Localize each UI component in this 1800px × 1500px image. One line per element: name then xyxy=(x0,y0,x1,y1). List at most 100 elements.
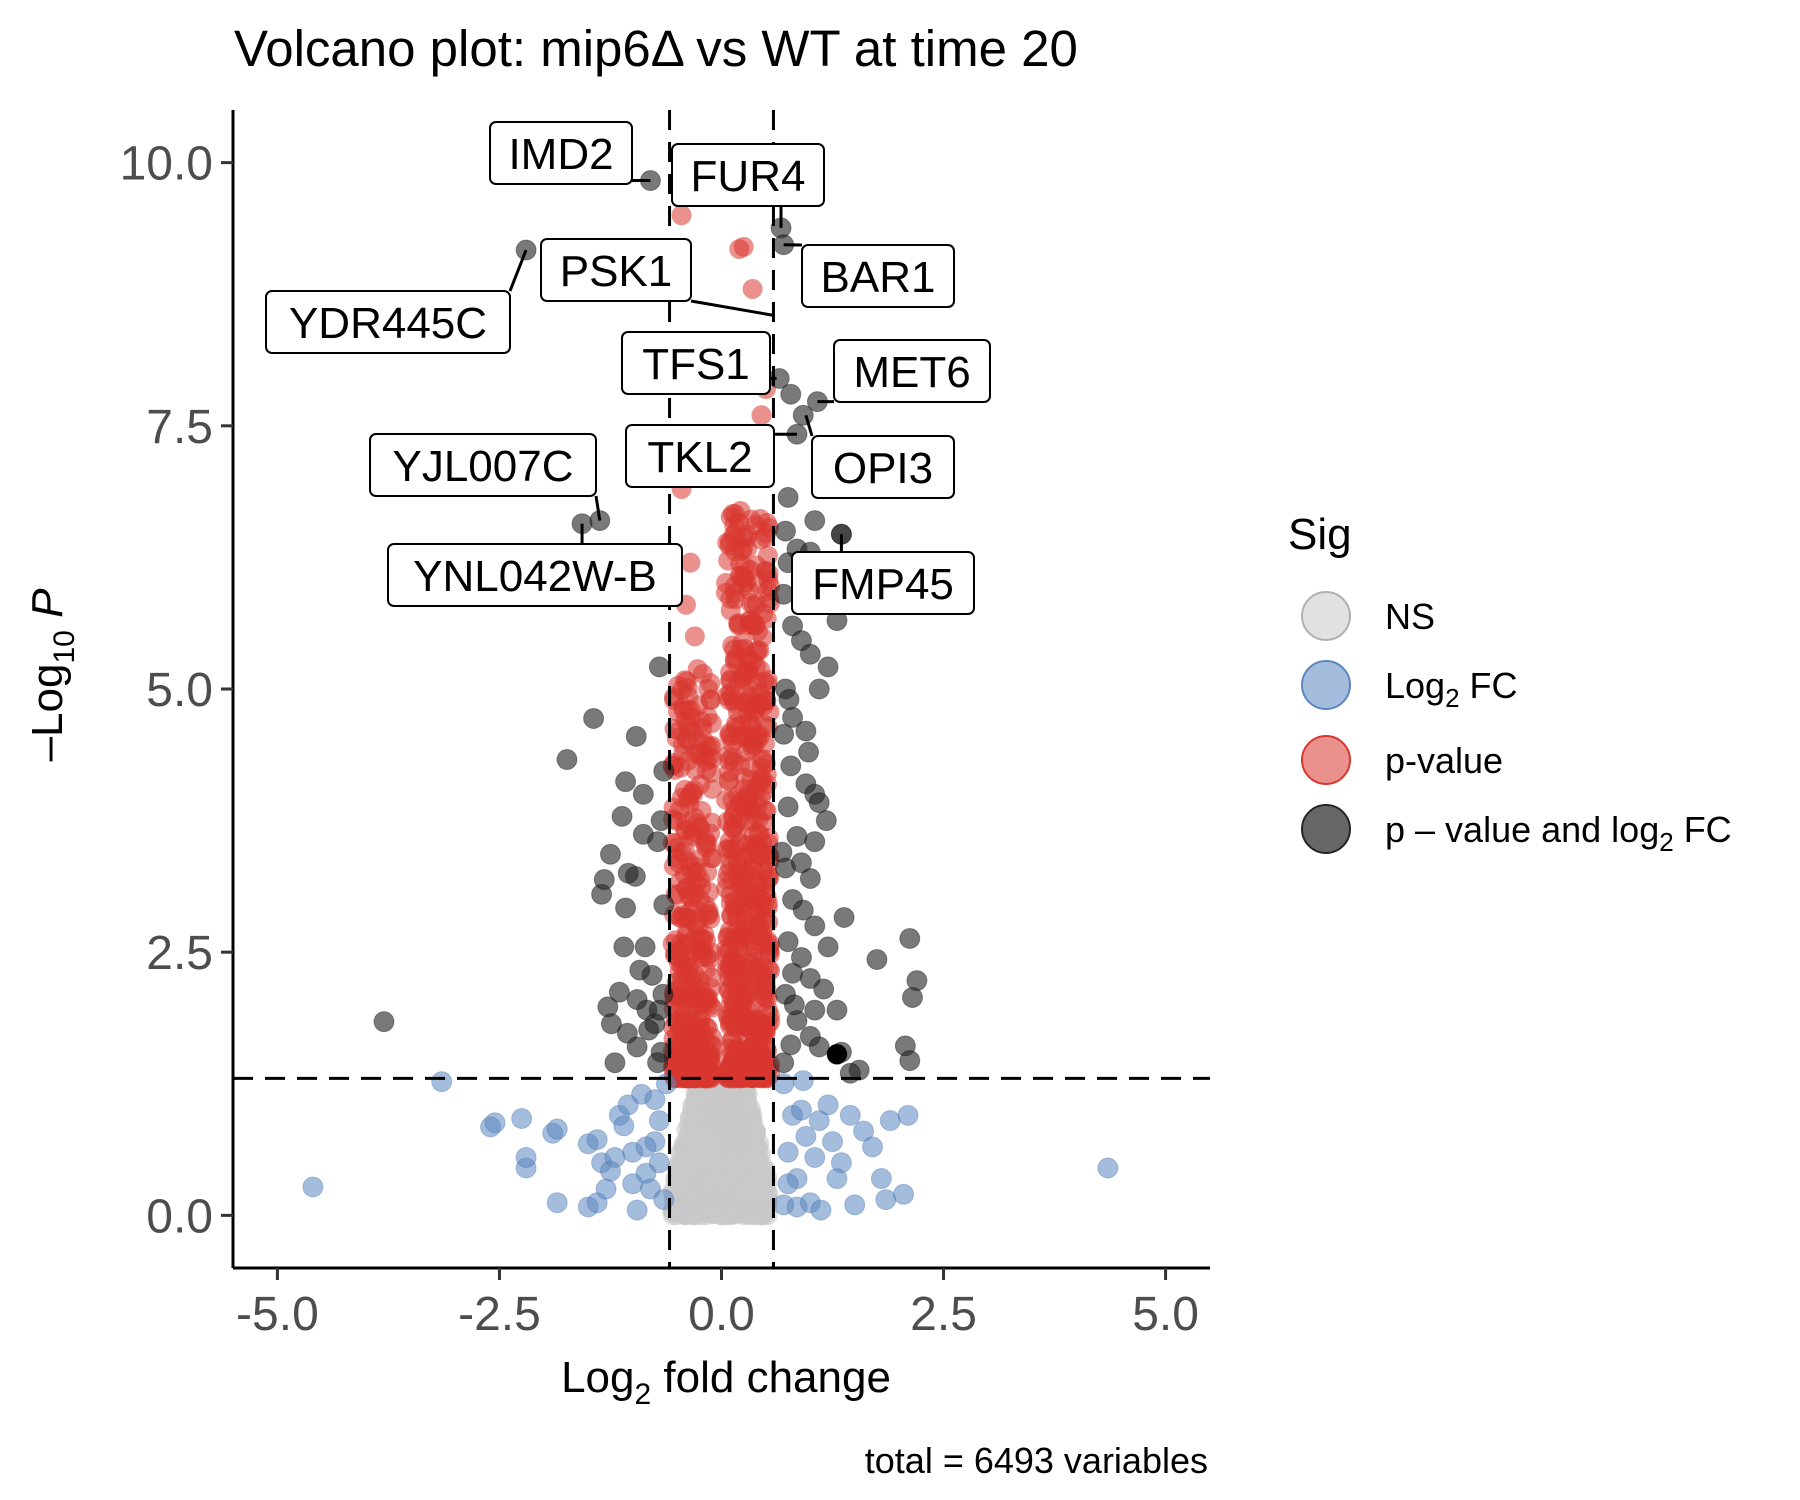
gene-label: YDR445C xyxy=(289,299,487,348)
p-value-point xyxy=(722,971,743,992)
p-value-and-log2fc-point xyxy=(604,1052,626,1074)
x-tick-label: 2.5 xyxy=(910,1288,977,1341)
log2fc-point xyxy=(830,1152,852,1174)
log2fc-point xyxy=(777,1141,799,1163)
p-value-point xyxy=(719,750,740,771)
log2fc-point xyxy=(1097,1157,1119,1179)
ns-point xyxy=(723,1150,744,1171)
gene-label-box xyxy=(833,339,991,403)
p-value-and-log2fc-point xyxy=(373,1011,395,1033)
ns-point xyxy=(754,1200,775,1221)
p-value-point xyxy=(693,1024,714,1045)
p-value-and-log2fc-point xyxy=(839,1062,861,1084)
p-value-point xyxy=(663,797,684,818)
p-value-and-log2fc-point xyxy=(804,915,826,937)
x-tick-label: 5.0 xyxy=(1132,1288,1199,1341)
p-value-point xyxy=(733,236,754,257)
p-value-and-log2fc-point xyxy=(773,723,795,745)
p-value-and-log2fc-point xyxy=(600,1013,622,1035)
log2fc-point xyxy=(617,1094,639,1116)
x-tick-label: -5.0 xyxy=(236,1288,319,1341)
ns-point xyxy=(682,1116,703,1137)
p-value-point xyxy=(736,785,757,806)
p-value-point xyxy=(729,512,750,533)
p-value-and-log2fc-point xyxy=(782,962,804,984)
p-value-and-log2fc-point xyxy=(647,1052,669,1074)
p-value-point xyxy=(697,706,718,727)
p-value-and-log2fc-point xyxy=(625,725,647,747)
gene-label: MET6 xyxy=(853,348,970,397)
p-value-and-log2fc-point xyxy=(611,805,633,827)
ns-point xyxy=(737,1170,758,1191)
gene-label: TFS1 xyxy=(642,340,750,389)
p-value-point xyxy=(730,553,751,574)
legend-key-fc xyxy=(1301,660,1351,710)
log2fc-point xyxy=(804,1146,826,1168)
p-value-point xyxy=(702,778,723,799)
p-value-and-log2fc-point xyxy=(799,867,821,889)
log2fc-point xyxy=(586,1129,608,1151)
p-value-point xyxy=(671,205,692,226)
p-value-point xyxy=(681,707,702,728)
label-connector xyxy=(804,414,814,437)
p-value-point xyxy=(730,833,751,854)
p-value-and-log2fc-point xyxy=(773,1052,795,1074)
p-value-and-log2fc-point xyxy=(833,906,855,928)
p-value-and-log2fc-point xyxy=(826,999,848,1021)
gene-label-box xyxy=(540,238,692,302)
log2fc-point xyxy=(777,1173,799,1195)
ns-point xyxy=(693,1199,714,1220)
p-value-point xyxy=(726,1039,747,1060)
log2fc-point xyxy=(773,1073,795,1095)
p-value-and-log2fc-point xyxy=(804,510,826,532)
log2fc-point xyxy=(870,1168,892,1190)
legend-label-fc: Log2 FC xyxy=(1385,665,1518,713)
p-value-and-log2fc-point xyxy=(599,843,621,865)
gene-labels: IMD2 FUR4 BAR1 YDR445C PSK1 TFS1 MET6 TKL2 OPI3 Y… xyxy=(265,121,991,615)
p-value-and-log2fc-point xyxy=(771,841,793,863)
legend-label-p: p-value xyxy=(1385,740,1503,781)
log2fc-point xyxy=(875,1189,897,1211)
gene-label-box xyxy=(489,121,633,185)
log2fc-point xyxy=(808,1110,830,1132)
log2fc-point xyxy=(897,1104,919,1126)
p-value-and-log2fc-point xyxy=(790,946,812,968)
log2fc-point xyxy=(817,1094,839,1116)
p-value-and-log2fc-point xyxy=(556,749,578,771)
p-value-point xyxy=(733,1058,754,1079)
p-value-point xyxy=(741,614,762,635)
gene-label-box xyxy=(625,424,775,488)
chart-title: Volcano plot: mip6Δ vs WT at time 20 xyxy=(234,20,1078,77)
ns-point xyxy=(699,1137,720,1158)
gene-label-box xyxy=(671,143,825,207)
log2fc-point xyxy=(484,1112,506,1134)
label-connector xyxy=(594,495,602,521)
legend-key-p xyxy=(1301,735,1351,785)
x-axis-title: Log2 fold change xyxy=(561,1353,891,1411)
legend-title: Sig xyxy=(1288,510,1352,559)
p-value-point xyxy=(755,715,776,736)
log2fc-point xyxy=(879,1110,901,1132)
p-value-point xyxy=(736,800,757,821)
p-value-and-log2fc-points xyxy=(373,170,928,1084)
p-value-point xyxy=(741,888,762,909)
log2fc-point xyxy=(635,1136,657,1158)
legend-label-both: p – value and log2 FC xyxy=(1385,809,1732,857)
p-value-point xyxy=(728,988,749,1009)
y-tick-label: 5.0 xyxy=(146,664,213,717)
p-value-point xyxy=(727,1004,748,1025)
p-value-point xyxy=(727,955,748,976)
p-value-point xyxy=(749,693,770,714)
log2fc-point xyxy=(893,1183,915,1205)
ns-point xyxy=(723,1114,744,1135)
ns-point xyxy=(678,1146,699,1167)
p-value-point xyxy=(751,405,772,426)
p-value-and-log2fc-point xyxy=(613,936,635,958)
plot-area: IMD2 FUR4 BAR1 YDR445C PSK1 TFS1 MET6 TKL2 OPI3 Y… xyxy=(233,110,1210,1268)
p-value-and-log2fc-point xyxy=(652,983,674,1005)
ns-point xyxy=(737,1093,758,1114)
ns-point xyxy=(676,1203,697,1224)
ns-point xyxy=(695,1103,716,1124)
p-value-and-log2fc-point xyxy=(632,783,654,805)
p-value-and-log2fc-point xyxy=(808,792,830,814)
